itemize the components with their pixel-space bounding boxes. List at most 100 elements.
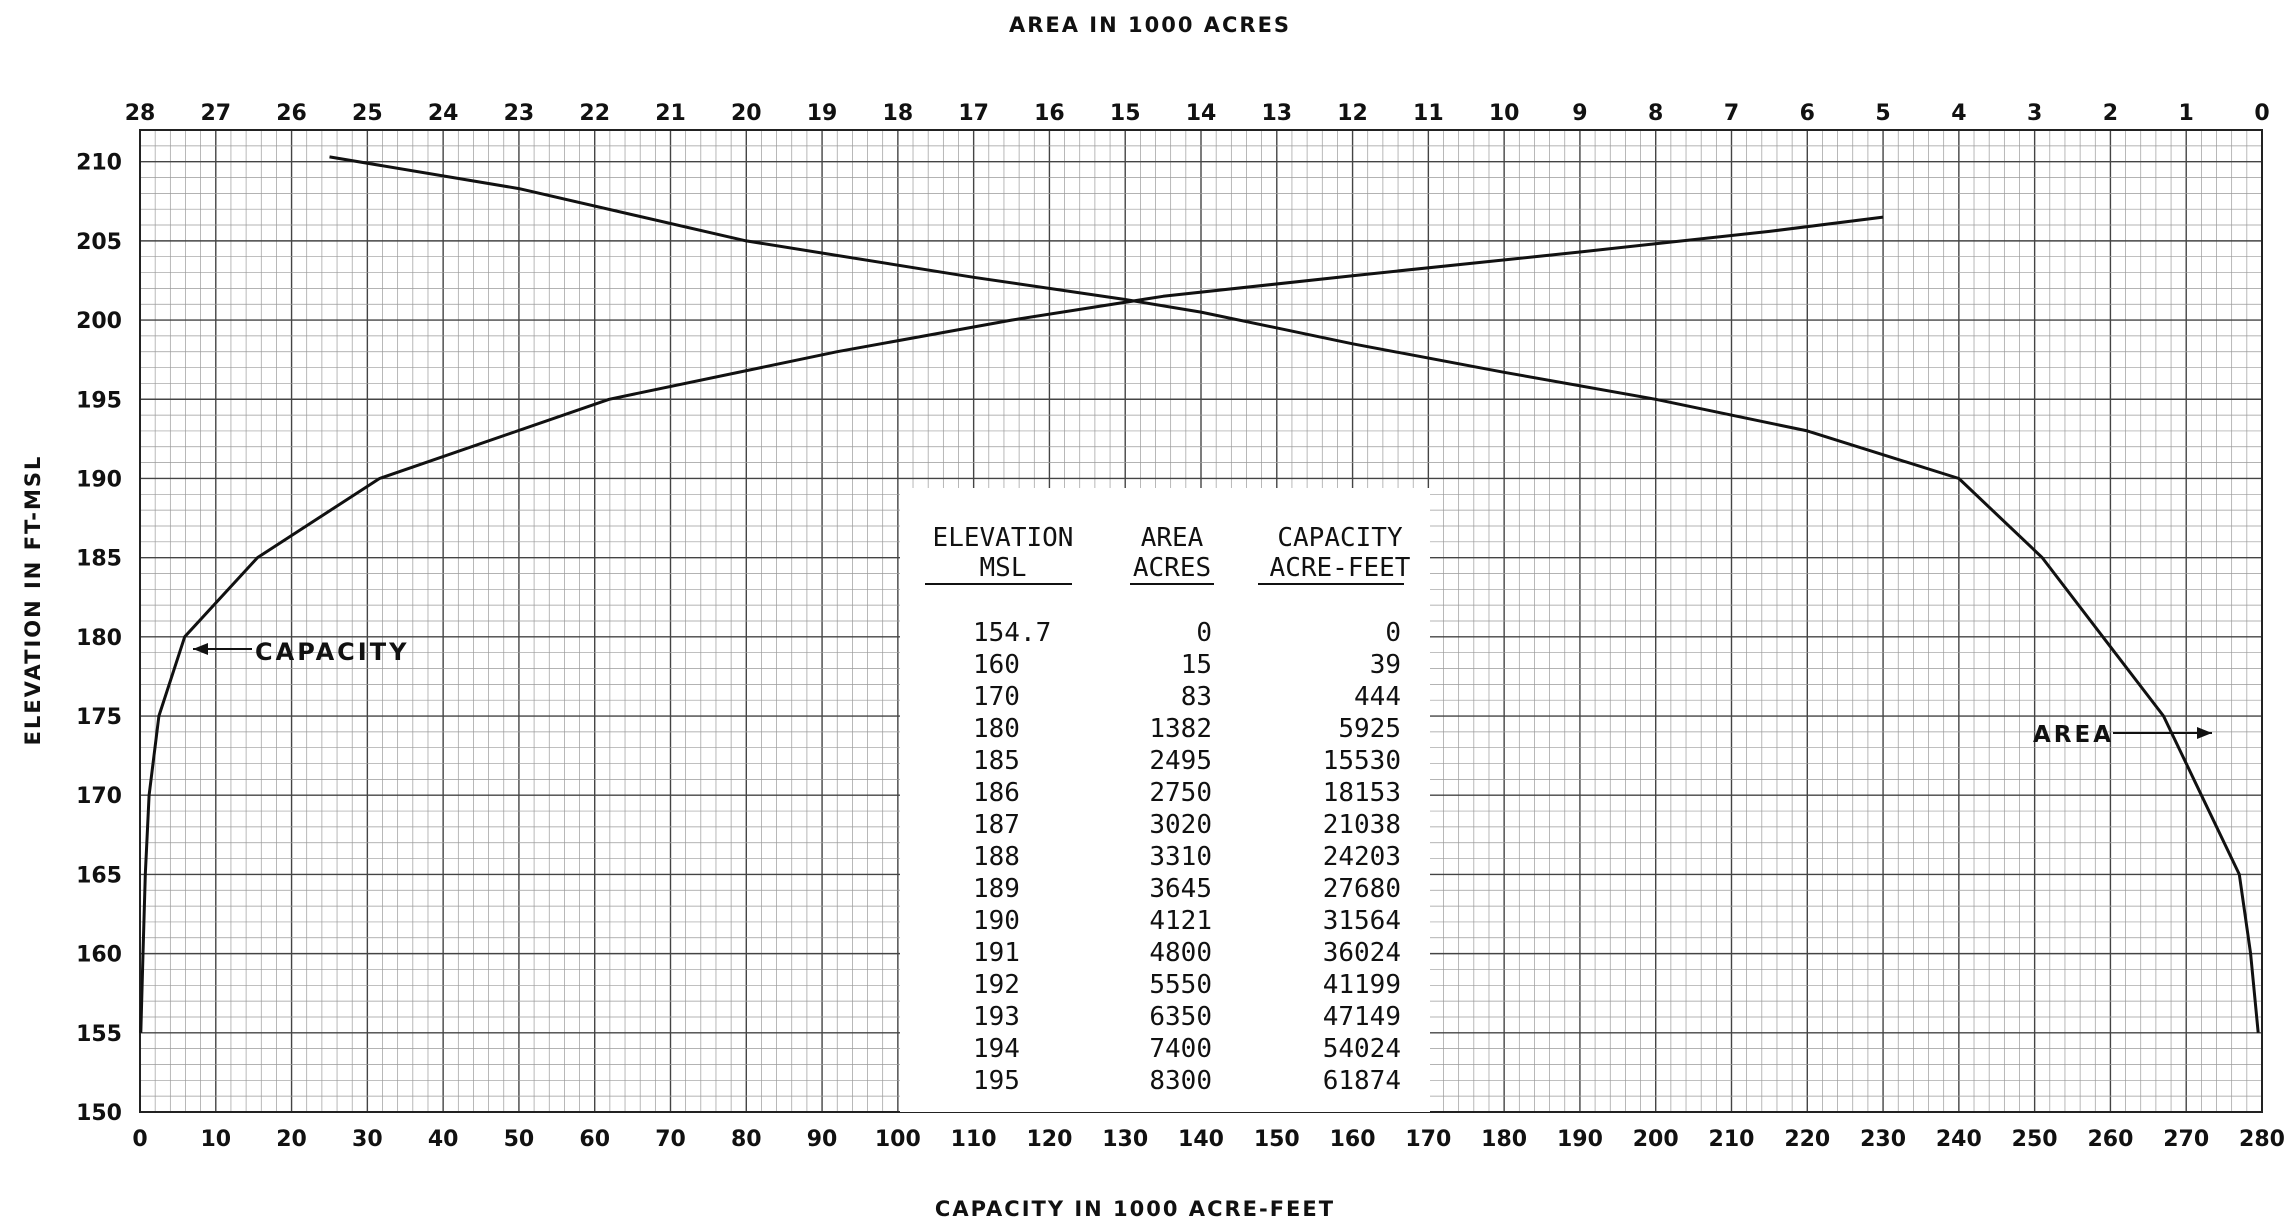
area-tick-label: 21 xyxy=(655,101,686,126)
area-tick-label: 26 xyxy=(276,101,307,126)
capacity-tick-label: 130 xyxy=(1102,1127,1148,1152)
area-tick-label: 9 xyxy=(1572,101,1587,126)
y-tick-labels: 150 155 160 165 170 175 180 185 190 195 200 205 210 xyxy=(76,151,122,1126)
capacity-curve xyxy=(139,215,1884,1033)
capacity-tick-label: 40 xyxy=(428,1127,459,1152)
table-header-line2: ACRE-FEET xyxy=(1270,553,1411,583)
capacity-tick-label: 100 xyxy=(875,1127,921,1152)
table-cell-capacity: 24203 xyxy=(1323,842,1401,872)
table-cell-area: 1382 xyxy=(1149,714,1212,744)
capacity-tick-label: 140 xyxy=(1178,1127,1224,1152)
capacity-tick-label: 160 xyxy=(1330,1127,1376,1152)
capacity-tick-label: 90 xyxy=(807,1127,838,1152)
capacity-tick-label: 20 xyxy=(276,1127,307,1152)
table-cell-elevation: 190 xyxy=(973,906,1020,936)
y-tick-label: 185 xyxy=(76,547,122,572)
table-cell-area: 3310 xyxy=(1149,842,1212,872)
capacity-tick-label: 10 xyxy=(200,1127,231,1152)
area-tick-label: 4 xyxy=(1951,101,1966,126)
y-tick-label: 190 xyxy=(76,467,122,492)
area-tick-label: 2 xyxy=(2103,101,2118,126)
table-cell-area: 4800 xyxy=(1149,938,1212,968)
y-tick-label: 165 xyxy=(76,863,122,888)
table-background xyxy=(900,488,1430,1112)
area-tick-label: 14 xyxy=(1186,101,1217,126)
y-axis-title: ELEVATION IN FT-MSL xyxy=(21,455,45,746)
area-tick-label: 1 xyxy=(2179,101,2194,126)
area-tick-label: 22 xyxy=(579,101,610,126)
table-cell-area: 2495 xyxy=(1149,746,1212,776)
area-curve xyxy=(329,155,2260,1033)
table-cell-capacity: 21038 xyxy=(1323,810,1401,840)
table-cell-elevation: 188 xyxy=(973,842,1020,872)
area-tick-label: 28 xyxy=(125,101,156,126)
table-cell-area: 7400 xyxy=(1149,1034,1212,1064)
area-tick-label: 0 xyxy=(2254,101,2269,126)
y-tick-label: 180 xyxy=(76,626,122,651)
top-axis-title: AREA IN 1000 ACRES xyxy=(1009,13,1291,37)
capacity-tick-label: 80 xyxy=(731,1127,762,1152)
table-cell-area: 6350 xyxy=(1149,1002,1212,1032)
capacity-tick-label: 230 xyxy=(1860,1127,1906,1152)
table-cell-elevation: 186 xyxy=(973,778,1020,808)
table-cell-area: 83 xyxy=(1181,682,1212,712)
area-tick-label: 24 xyxy=(428,101,459,126)
area-tick-label: 25 xyxy=(352,101,383,126)
table-cell-capacity: 36024 xyxy=(1323,938,1401,968)
table-header-line1: CAPACITY xyxy=(1277,523,1403,553)
table-cell-elevation: 191 xyxy=(973,938,1020,968)
table-cell-elevation: 194 xyxy=(973,1034,1020,1064)
capacity-tick-label: 220 xyxy=(1784,1127,1830,1152)
table-header-line2: ACRES xyxy=(1133,553,1211,583)
table-cell-capacity: 27680 xyxy=(1323,874,1401,904)
area-annotation: AREA xyxy=(2033,722,2212,748)
table-header-line1: AREA xyxy=(1141,523,1204,553)
capacity-tick-labels: 0 10 20 30 40 50 60 70 80 90 100 110 120 130 140 150 160… xyxy=(132,1127,2285,1152)
y-tick-label: 170 xyxy=(76,784,122,809)
table-cell-elevation: 160 xyxy=(973,650,1020,680)
table-cell-capacity: 31564 xyxy=(1323,906,1401,936)
capacity-tick-label: 70 xyxy=(655,1127,686,1152)
capacity-tick-label: 60 xyxy=(579,1127,610,1152)
table-header-line2: MSL xyxy=(980,553,1027,583)
capacity-tick-label: 200 xyxy=(1633,1127,1679,1152)
table-cell-area: 2750 xyxy=(1149,778,1212,808)
table-cell-elevation: 192 xyxy=(973,970,1020,1000)
y-tick-label: 155 xyxy=(76,1022,122,1047)
capacity-tick-label: 280 xyxy=(2239,1127,2285,1152)
capacity-tick-label: 190 xyxy=(1557,1127,1603,1152)
area-tick-label: 27 xyxy=(200,101,231,126)
table-cell-capacity: 47149 xyxy=(1323,1002,1401,1032)
y-tick-label: 150 xyxy=(76,1101,122,1126)
table-cell-capacity: 39 xyxy=(1370,650,1401,680)
table-cell-elevation: 193 xyxy=(973,1002,1020,1032)
capacity-tick-label: 30 xyxy=(352,1127,383,1152)
area-tick-label: 6 xyxy=(1800,101,1815,126)
table-cell-elevation: 170 xyxy=(973,682,1020,712)
table-cell-capacity: 41199 xyxy=(1323,970,1401,1000)
capacity-tick-label: 270 xyxy=(2163,1127,2209,1152)
capacity-tick-label: 210 xyxy=(1709,1127,1755,1152)
table-cell-area: 4121 xyxy=(1149,906,1212,936)
table-cell-area: 5550 xyxy=(1149,970,1212,1000)
table-cell-capacity: 61874 xyxy=(1323,1066,1401,1096)
area-tick-label: 10 xyxy=(1489,101,1520,126)
table-cell-elevation: 187 xyxy=(973,810,1020,840)
table-cell-elevation: 189 xyxy=(973,874,1020,904)
capacity-annotation: CAPACITY xyxy=(193,638,409,666)
bottom-axis-title: CAPACITY IN 1000 ACRE-FEET xyxy=(935,1197,1335,1221)
table-cell-capacity: 18153 xyxy=(1323,778,1401,808)
capacity-tick-label: 110 xyxy=(951,1127,997,1152)
table-cell-area: 3645 xyxy=(1149,874,1212,904)
table-header-line1: ELEVATION xyxy=(933,523,1074,553)
table-cell-elevation: 154.7 xyxy=(973,618,1051,648)
area-tick-label: 3 xyxy=(2027,101,2042,126)
capacity-label: CAPACITY xyxy=(255,638,409,666)
capacity-arrow-icon xyxy=(193,643,208,655)
area-tick-label: 11 xyxy=(1413,101,1444,126)
y-tick-label: 175 xyxy=(76,705,122,730)
area-tick-label: 12 xyxy=(1337,101,1368,126)
table-cell-capacity: 444 xyxy=(1354,682,1401,712)
